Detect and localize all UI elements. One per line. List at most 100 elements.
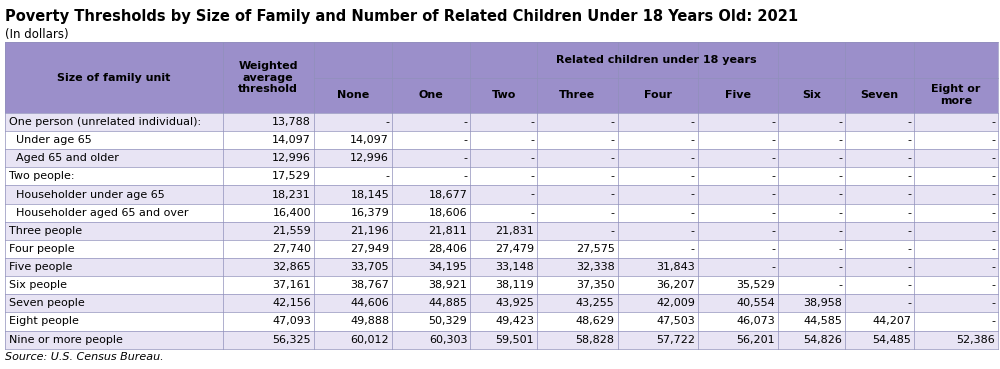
Text: 42,009: 42,009 [656, 299, 695, 308]
Text: 49,423: 49,423 [495, 317, 534, 327]
Text: 44,585: 44,585 [803, 317, 842, 327]
Text: -: - [611, 226, 615, 236]
Text: 27,479: 27,479 [495, 244, 534, 254]
Text: -: - [907, 117, 911, 127]
Text: -: - [463, 153, 467, 163]
Text: (In dollars): (In dollars) [5, 28, 69, 41]
Text: -: - [838, 117, 842, 127]
Text: -: - [838, 171, 842, 182]
Text: Nine or more people: Nine or more people [9, 335, 123, 345]
Text: 38,958: 38,958 [803, 299, 842, 308]
Text: 35,529: 35,529 [736, 280, 775, 290]
Text: 52,386: 52,386 [956, 335, 995, 345]
Text: 44,606: 44,606 [350, 299, 389, 308]
Text: 48,629: 48,629 [576, 317, 615, 327]
Text: -: - [611, 190, 615, 200]
Text: -: - [838, 153, 842, 163]
Text: 38,921: 38,921 [428, 280, 467, 290]
Text: -: - [691, 208, 695, 218]
Text: 18,677: 18,677 [428, 190, 467, 200]
Text: -: - [611, 135, 615, 145]
Text: Eight people: Eight people [9, 317, 79, 327]
Text: 21,811: 21,811 [429, 226, 467, 236]
Text: -: - [991, 317, 995, 327]
Text: -: - [838, 280, 842, 290]
Text: 14,097: 14,097 [272, 135, 311, 145]
Text: 46,073: 46,073 [736, 317, 775, 327]
Text: -: - [530, 208, 534, 218]
Bar [5, 113, 998, 131]
Text: -: - [907, 171, 911, 182]
Text: 34,195: 34,195 [429, 262, 467, 272]
Text: -: - [691, 244, 695, 254]
Text: -: - [991, 117, 995, 127]
Text: -: - [691, 226, 695, 236]
Text: -: - [991, 153, 995, 163]
Text: -: - [771, 262, 775, 272]
Text: 56,201: 56,201 [737, 335, 775, 345]
Text: Seven people: Seven people [9, 299, 85, 308]
Text: 18,231: 18,231 [272, 190, 311, 200]
Text: -: - [611, 117, 615, 127]
Text: None: None [337, 90, 369, 100]
Text: -: - [611, 153, 615, 163]
Text: -: - [907, 280, 911, 290]
Text: -: - [463, 117, 467, 127]
Text: 32,865: 32,865 [272, 262, 311, 272]
Text: 16,400: 16,400 [272, 208, 311, 218]
Text: -: - [771, 244, 775, 254]
Text: 21,559: 21,559 [272, 226, 311, 236]
Text: Eight or
more: Eight or more [931, 85, 981, 106]
Text: 44,885: 44,885 [428, 299, 467, 308]
Bar [5, 204, 998, 222]
Text: -: - [991, 299, 995, 308]
Text: -: - [771, 171, 775, 182]
Text: Six people: Six people [9, 280, 67, 290]
Bar [5, 149, 998, 167]
Bar [5, 42, 998, 113]
Bar [5, 258, 998, 276]
Text: 42,156: 42,156 [272, 299, 311, 308]
Text: 21,831: 21,831 [495, 226, 534, 236]
Text: -: - [907, 135, 911, 145]
Text: -: - [991, 262, 995, 272]
Text: Under age 65: Under age 65 [9, 135, 92, 145]
Text: 33,705: 33,705 [351, 262, 389, 272]
Text: 56,325: 56,325 [272, 335, 311, 345]
Text: -: - [771, 208, 775, 218]
Text: Two people:: Two people: [9, 171, 74, 182]
Text: 27,575: 27,575 [576, 244, 615, 254]
Text: 14,097: 14,097 [350, 135, 389, 145]
Text: -: - [991, 171, 995, 182]
Text: Poverty Thresholds by Size of Family and Number of Related Children Under 18 Yea: Poverty Thresholds by Size of Family and… [5, 9, 798, 24]
Text: -: - [907, 208, 911, 218]
Text: Source: U.S. Census Bureau.: Source: U.S. Census Bureau. [5, 352, 164, 362]
Text: 43,925: 43,925 [495, 299, 534, 308]
Text: 13,788: 13,788 [272, 117, 311, 127]
Text: 33,148: 33,148 [495, 262, 534, 272]
Text: 59,501: 59,501 [496, 335, 534, 345]
Text: 60,303: 60,303 [429, 335, 467, 345]
Text: 27,740: 27,740 [272, 244, 311, 254]
Bar [5, 131, 998, 149]
Text: 32,338: 32,338 [576, 262, 615, 272]
Text: 28,406: 28,406 [428, 244, 467, 254]
Text: -: - [771, 190, 775, 200]
Text: -: - [385, 117, 389, 127]
Text: -: - [991, 135, 995, 145]
Text: -: - [771, 153, 775, 163]
Text: 31,843: 31,843 [656, 262, 695, 272]
Text: Householder under age 65: Householder under age 65 [9, 190, 165, 200]
Text: -: - [611, 208, 615, 218]
Text: 57,722: 57,722 [656, 335, 695, 345]
Bar [5, 222, 998, 240]
Text: -: - [530, 190, 534, 200]
Text: -: - [838, 190, 842, 200]
Text: -: - [838, 208, 842, 218]
Text: -: - [991, 208, 995, 218]
Text: 21,196: 21,196 [350, 226, 389, 236]
Text: 37,161: 37,161 [272, 280, 311, 290]
Text: -: - [907, 190, 911, 200]
Text: 37,350: 37,350 [576, 280, 615, 290]
Text: -: - [691, 190, 695, 200]
